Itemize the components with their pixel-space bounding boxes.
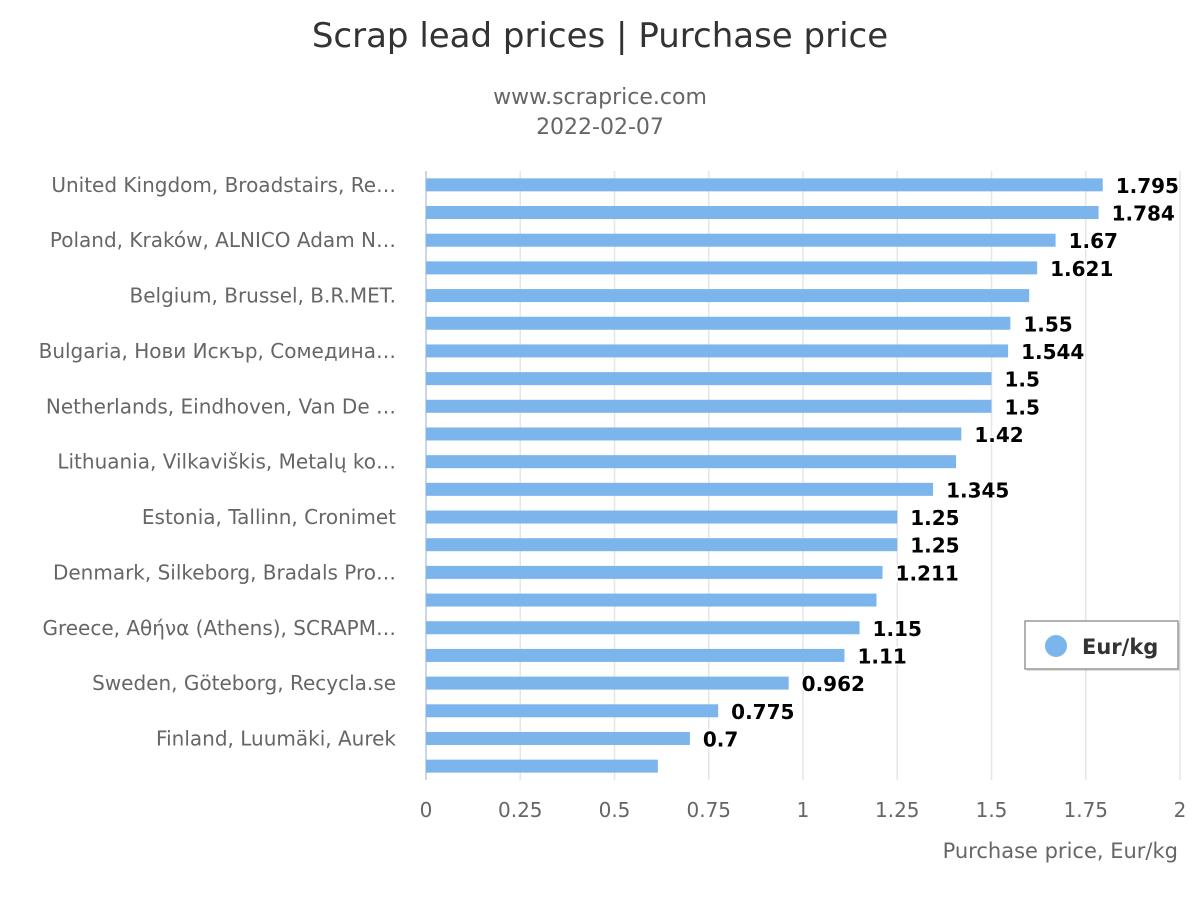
data-label: 1.11 (857, 644, 906, 668)
bar[interactable] (426, 344, 1009, 358)
x-tick-label: 0.75 (686, 798, 731, 822)
bar[interactable] (426, 206, 1099, 220)
data-label: 1.211 (896, 561, 959, 585)
bar[interactable] (426, 372, 992, 386)
y-category-label: Sweden, Göteborg, Recycla.se (92, 671, 396, 695)
data-label: 1.544 (1021, 340, 1084, 364)
legend-label[interactable]: Eur/kg (1082, 635, 1158, 659)
y-category-label: United Kingdom, Broadstairs, Re… (51, 173, 396, 197)
data-label: 0.962 (802, 672, 865, 696)
chart-subtitle-site: www.scraprice.com (493, 85, 707, 110)
data-label: 1.25 (910, 506, 959, 530)
legend[interactable]: Eur/kg (1024, 620, 1180, 671)
bar[interactable] (426, 593, 877, 607)
y-axis-labels: United Kingdom, Broadstairs, Re… Poland, … (39, 173, 397, 751)
data-label: 1.795 (1116, 174, 1179, 198)
x-tick-label: 1.5 (976, 798, 1008, 822)
data-label: 1.784 (1112, 202, 1175, 226)
bar[interactable] (426, 676, 789, 690)
x-tick-label: 0 (420, 798, 433, 822)
bar[interactable] (426, 648, 845, 662)
y-category-label: Lithuania, Vilkaviškis, Metalų ko… (57, 450, 396, 474)
y-category-label: Finland, Luumäki, Aurek (156, 726, 396, 750)
bar[interactable] (426, 510, 898, 524)
bar[interactable] (426, 704, 719, 718)
data-labels: 1.795 1.784 1.67 1.621 1.55 1.544 1.5 1.5 1.42 1.… (701, 172, 1180, 753)
x-tick-label: 1 (797, 798, 810, 822)
bar[interactable] (426, 482, 934, 496)
x-tick-label: 0.5 (599, 798, 631, 822)
data-label: 1.55 (1023, 312, 1072, 336)
bar[interactable] (426, 427, 962, 441)
data-label: 1.621 (1050, 257, 1113, 281)
bar[interactable] (426, 261, 1038, 275)
bar[interactable] (426, 399, 992, 413)
chart-subtitle-date: 2022-02-07 (536, 115, 664, 140)
bar[interactable] (426, 621, 860, 635)
data-label: 0.7 (703, 727, 738, 751)
data-label: 1.5 (1005, 368, 1040, 392)
bars (426, 178, 1103, 773)
chart-title: Scrap lead prices | Purchase price (312, 16, 888, 56)
data-label: 1.67 (1069, 229, 1118, 253)
bar[interactable] (426, 289, 1030, 303)
data-label: 1.5 (1005, 395, 1040, 419)
bar[interactable] (426, 565, 883, 579)
y-category-label: Denmark, Silkeborg, Bradals Pro… (53, 560, 396, 584)
y-category-label: Bulgaria, Нови Искър, Сомедина… (39, 339, 396, 363)
bar[interactable] (426, 178, 1103, 192)
x-tick-label: 0.25 (498, 798, 543, 822)
data-label: 1.15 (873, 617, 922, 641)
bar[interactable] (426, 233, 1056, 247)
y-category-label: Greece, Αθήνα (Athens), SCRAPM… (42, 616, 396, 640)
x-tick-label: 1.75 (1063, 798, 1108, 822)
legend-marker-icon (1045, 635, 1067, 657)
bar[interactable] (426, 731, 690, 745)
x-axis-ticks: 0 0.25 0.5 0.75 1 1.25 1.5 1.75 2 (420, 798, 1187, 822)
x-axis-title: Purchase price, Eur/kg (943, 839, 1178, 863)
data-label: 1.25 (910, 534, 959, 558)
y-category-label: Belgium, Brussel, B.R.MET. (130, 284, 396, 308)
bar[interactable] (426, 316, 1011, 330)
y-category-label: Netherlands, Eindhoven, Van De … (46, 394, 396, 418)
x-tick-label: 2 (1174, 798, 1187, 822)
data-label: 1.42 (974, 423, 1023, 447)
data-label: 1.345 (946, 478, 1009, 502)
y-category-label: Estonia, Tallinn, Cronimet (142, 505, 396, 529)
bar[interactable] (426, 538, 898, 552)
bar[interactable] (426, 455, 957, 469)
bar[interactable] (426, 759, 658, 773)
y-category-label: Poland, Kraków, ALNICO Adam N… (50, 228, 396, 252)
x-tick-label: 1.25 (875, 798, 920, 822)
data-label: 0.775 (731, 700, 794, 724)
